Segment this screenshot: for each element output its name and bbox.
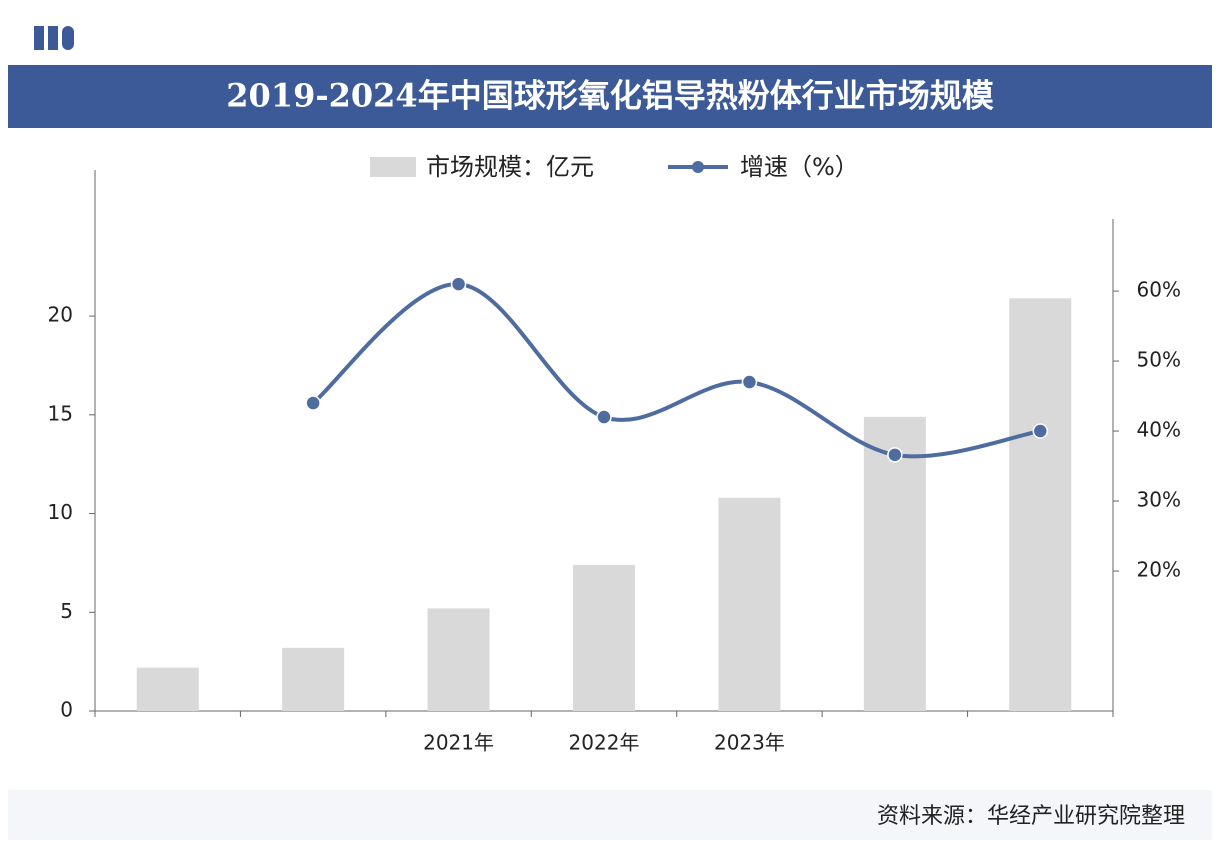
y-tick-label: 5 [60, 599, 73, 623]
bar [863, 416, 926, 711]
y-tick-label: 10 [48, 500, 73, 524]
y2-tick-label: 60% [1137, 278, 1181, 302]
y-tick-label: 15 [48, 401, 73, 425]
bar [282, 647, 345, 711]
title-bar [8, 65, 1212, 128]
bar [427, 608, 490, 711]
growth-point [1032, 423, 1049, 439]
legend-swatch [370, 157, 416, 177]
bar [1009, 298, 1072, 711]
chart-title: 2019-2024年中国球形氧化铝导热粉体行业市场规模 [226, 77, 993, 115]
y2-tick-label: 30% [1137, 488, 1181, 512]
bar [136, 667, 199, 711]
growth-point [305, 395, 321, 411]
y2-tick-label: 20% [1137, 558, 1181, 582]
legend-swatch [692, 161, 704, 173]
logo [34, 26, 74, 50]
y2-tick-label: 50% [1137, 348, 1181, 372]
footer-band [8, 790, 1212, 840]
bar [573, 564, 635, 711]
y-tick-label: 20 [48, 303, 73, 327]
growth-point [741, 374, 758, 390]
x-tick-label: 2023年 [714, 731, 785, 755]
legend-label: 增速（%） [740, 153, 859, 181]
growth-point [596, 409, 612, 425]
growth-point [450, 276, 467, 292]
legend-label: 市场规模：亿元 [426, 153, 594, 181]
bar [718, 497, 781, 711]
y2-tick-label: 40% [1137, 418, 1181, 442]
growth-point [887, 447, 903, 463]
x-tick-label: 2022年 [569, 731, 640, 755]
x-tick-label: 2021年 [423, 731, 494, 755]
source-note: 资料来源：华经产业研究院整理 [877, 804, 1185, 829]
y-tick-label: 0 [60, 698, 73, 722]
